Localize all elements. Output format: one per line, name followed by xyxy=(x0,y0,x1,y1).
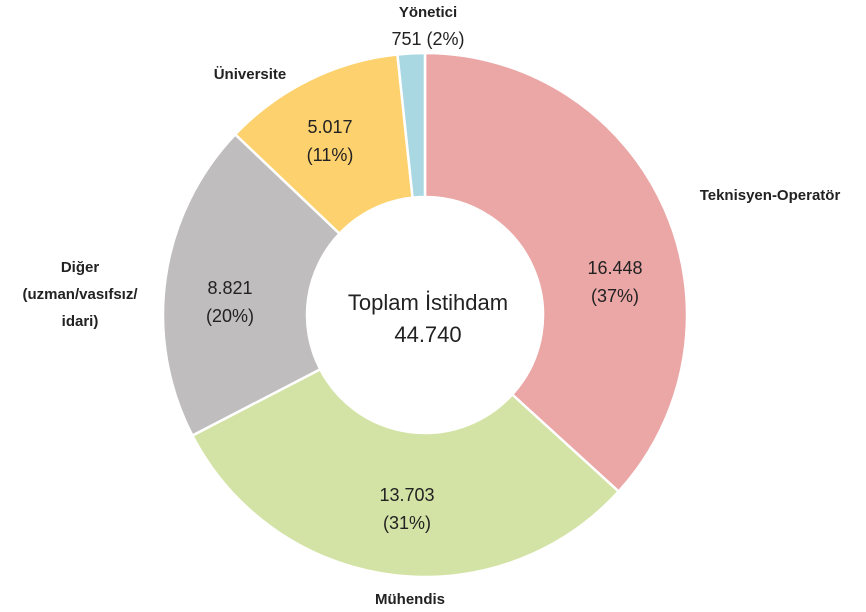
value-label: 16.448 xyxy=(587,258,642,278)
category-label: Üniversite xyxy=(214,66,287,83)
category-label: Teknisyen-Operatör xyxy=(700,187,841,204)
percent-label: (2%) xyxy=(427,29,465,49)
percent-label: (31%) xyxy=(383,513,431,533)
slice xyxy=(423,51,689,494)
value-label: 13.703 xyxy=(379,485,434,505)
category-label: Diğer (uzman/vasıfsız/idari) xyxy=(22,259,138,330)
category-line: Diğer xyxy=(61,259,100,276)
center-total: 44.740 xyxy=(394,322,461,347)
category-label: Mühendis xyxy=(375,591,445,608)
percent-label: (11%) xyxy=(307,145,354,165)
value-label: 751 xyxy=(391,29,421,49)
slices xyxy=(161,51,689,579)
value-label: 8.821 xyxy=(207,278,252,298)
labels: 16.448 (37%) Teknisyen-Operatör 13.703 (31%)… xyxy=(22,4,840,608)
data-label: 751 (2%) xyxy=(391,29,464,49)
category-line: (uzman/vasıfsız/ xyxy=(22,286,138,303)
category-line: idari) xyxy=(62,313,99,330)
slice xyxy=(396,51,427,200)
percent-label: (20%) xyxy=(206,306,254,326)
center-title: Toplam İstihdam xyxy=(348,290,508,315)
slice xyxy=(161,132,342,438)
slice xyxy=(190,367,621,579)
category-label: Yönetici xyxy=(399,4,457,21)
percent-label: (37%) xyxy=(591,286,639,306)
value-label: 5.017 xyxy=(307,117,352,137)
